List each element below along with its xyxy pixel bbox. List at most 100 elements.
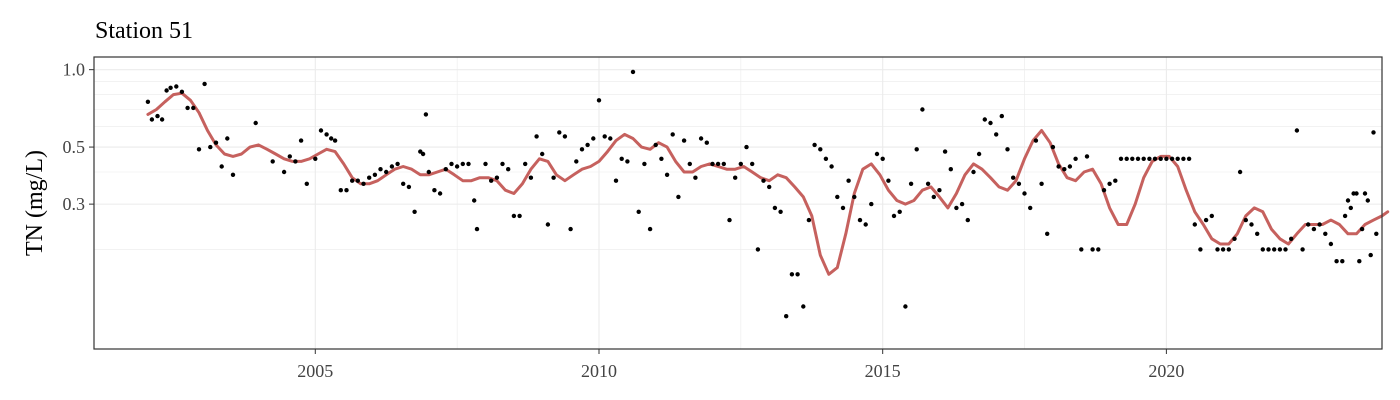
data-point: [355, 178, 360, 183]
data-point: [1124, 156, 1129, 161]
data-point: [710, 161, 715, 167]
data-point: [174, 84, 179, 89]
data-point: [313, 156, 318, 161]
data-point: [1289, 236, 1294, 241]
plot-area: [93, 56, 1390, 350]
data-point: [1249, 222, 1254, 227]
data-point: [474, 226, 480, 232]
data-point: [372, 172, 378, 177]
data-point: [772, 205, 778, 211]
data-point: [863, 222, 868, 227]
data-point: [395, 161, 400, 167]
data-point: [1342, 213, 1348, 219]
data-point: [1198, 247, 1203, 252]
data-point: [954, 205, 959, 211]
data-point: [738, 161, 743, 167]
data-point: [483, 161, 488, 167]
data-point: [1169, 156, 1175, 161]
data-point: [466, 161, 471, 167]
data-point: [324, 132, 329, 137]
data-point: [1243, 217, 1249, 223]
data-point: [1011, 175, 1016, 180]
data-point: [545, 222, 551, 227]
data-point: [704, 140, 709, 145]
data-point: [528, 175, 534, 180]
data-point: [202, 81, 207, 87]
data-point: [443, 167, 448, 172]
x-tick-label: 2015: [865, 361, 901, 381]
y-tick-label: 1.0: [63, 60, 86, 80]
data-point: [1220, 247, 1226, 252]
data-point: [1130, 156, 1135, 161]
data-point: [557, 130, 562, 135]
data-point: [185, 105, 190, 111]
data-point: [168, 85, 173, 91]
data-point: [994, 132, 999, 137]
data-point: [460, 161, 465, 167]
data-point: [789, 272, 795, 277]
data-point: [1362, 191, 1368, 196]
smooth-trend-line: [146, 91, 1390, 276]
data-point: [1306, 222, 1311, 227]
data-point: [500, 161, 505, 167]
data-point: [1283, 247, 1288, 252]
plot-border: [93, 56, 1383, 350]
data-point: [159, 117, 165, 122]
data-point: [971, 169, 976, 175]
x-axis: 2005 2010 2015 2020: [297, 349, 1184, 381]
data-point: [196, 147, 202, 152]
data-point: [344, 188, 349, 193]
data-point: [585, 142, 590, 148]
data-point: [869, 201, 874, 207]
data-point: [1203, 217, 1209, 223]
data-point: [1365, 198, 1371, 203]
data-point: [506, 167, 511, 172]
data-point: [304, 181, 309, 186]
data-point: [350, 178, 355, 183]
data-point: [636, 209, 641, 214]
data-point: [568, 226, 573, 232]
data-point: [179, 89, 185, 95]
data-point: [812, 142, 817, 148]
data-point: [1028, 205, 1033, 211]
data-point: [744, 144, 749, 150]
data-point: [155, 113, 160, 119]
data-point: [1056, 164, 1061, 169]
data-point: [378, 167, 383, 172]
data-point: [389, 164, 395, 169]
data-point: [1118, 156, 1124, 161]
data-point: [982, 117, 987, 122]
plot-background: [94, 57, 1382, 349]
data-point: [659, 156, 664, 161]
x-tick-label: 2010: [581, 361, 617, 381]
data-point: [406, 184, 412, 190]
data-point: [596, 98, 602, 103]
data-point: [1113, 178, 1118, 183]
data-point: [230, 172, 236, 177]
data-point: [1348, 205, 1354, 211]
data-point: [846, 178, 851, 183]
data-point: [511, 213, 517, 219]
data-point: [164, 88, 169, 93]
data-point: [523, 161, 528, 167]
gridlines: [94, 57, 1382, 349]
data-point: [432, 188, 437, 193]
data-point: [420, 151, 426, 157]
data-point: [437, 191, 443, 196]
data-point: [886, 178, 891, 183]
data-point: [426, 169, 431, 175]
data-point: [1016, 181, 1022, 186]
data-point: [401, 181, 406, 186]
data-point: [287, 154, 292, 159]
data-point: [329, 136, 334, 141]
data-point: [761, 178, 766, 183]
data-point: [574, 159, 579, 164]
data-point: [145, 99, 151, 105]
data-point: [1158, 156, 1163, 161]
data-point: [1294, 128, 1300, 133]
data-point: [840, 205, 846, 211]
data-point: [253, 120, 258, 126]
data-point: [1232, 236, 1237, 241]
data-point: [1096, 247, 1101, 252]
data-point: [903, 304, 908, 309]
